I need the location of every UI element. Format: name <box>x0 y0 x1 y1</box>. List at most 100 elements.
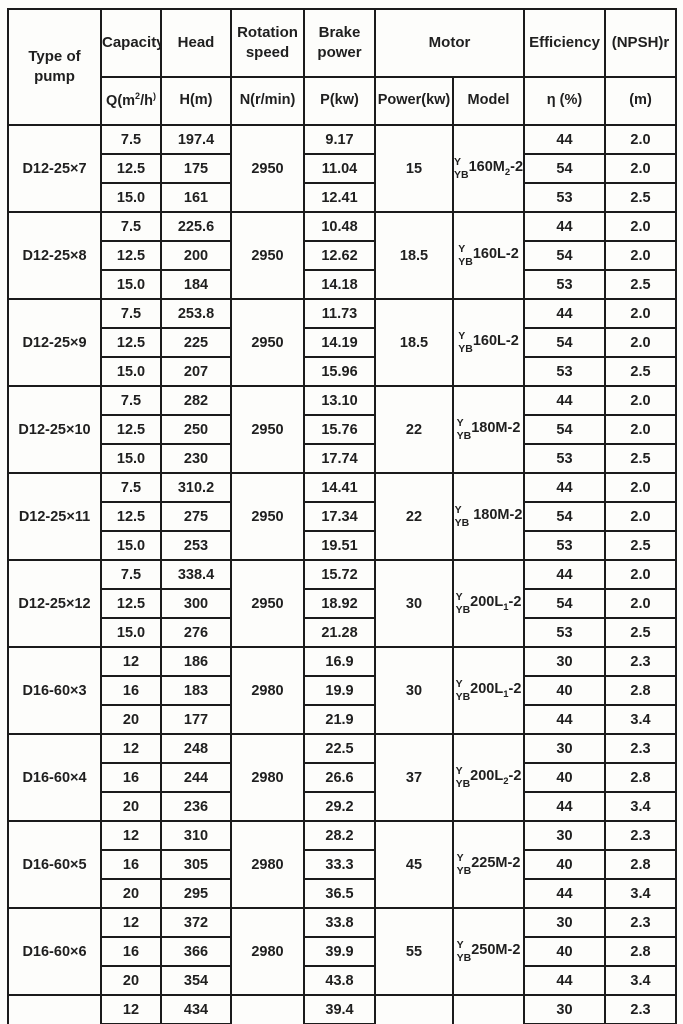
cell-efficiency: 44 <box>523 124 606 155</box>
model-subscript: 2 <box>504 166 511 178</box>
header-rotation-line2: speed <box>245 44 290 61</box>
cell-pump-type: D16-60×5 <box>7 820 102 909</box>
cell-head: 183 <box>160 675 232 706</box>
cell-brake-power: 21.28 <box>303 617 376 648</box>
cell-head: 161 <box>160 182 232 213</box>
table-row: 20 295 36.5 44 3.4 <box>8 878 677 909</box>
header-capacity-unit: Q(m2/h) <box>100 76 162 126</box>
cell-efficiency: 54 <box>523 327 606 358</box>
model-prefix-bottom: YB <box>456 951 472 964</box>
header-brake-line2: power <box>317 44 362 61</box>
cell-npshr: 2.0 <box>604 588 677 619</box>
model-prefix-top: Y <box>455 678 463 691</box>
cell-capacity: 7.5 <box>100 559 162 590</box>
model-tail: -2 <box>508 594 522 611</box>
cell-pump-type: D12-25×10 <box>7 385 102 474</box>
model-main: 180M <box>469 507 510 524</box>
cell-motor-power: 30 <box>374 559 454 648</box>
cell-rotation-speed: 2980 <box>230 994 305 1024</box>
cell-capacity: 15.0 <box>100 356 162 387</box>
model-prefix-top: Y <box>455 765 463 778</box>
cell-efficiency: 44 <box>523 385 606 416</box>
cell-efficiency: 40 <box>523 762 606 793</box>
model-prefix-bottom: YB <box>456 429 472 442</box>
model-tail: -2 <box>508 768 522 785</box>
cell-npshr: 2.0 <box>604 298 677 329</box>
cell-efficiency: 44 <box>523 704 606 735</box>
cell-capacity: 12.5 <box>100 153 162 184</box>
header-rotation-unit: N(r/min) <box>230 76 305 126</box>
cell-brake-power: 19.51 <box>303 530 376 561</box>
cell-brake-power: 14.18 <box>303 269 376 300</box>
model-text: 250M-2 <box>471 942 520 958</box>
header-motor-power: Power(kw) <box>374 76 454 126</box>
header-brake-line1: Brake <box>318 23 361 41</box>
table-row: 20 177 21.9 44 3.4 <box>8 704 677 735</box>
cell-brake-power: 18.92 <box>303 588 376 619</box>
model-prefix-bottom: YB <box>458 255 473 268</box>
cell-npshr: 2.0 <box>604 559 677 590</box>
capacity-unit-text: Q(m <box>106 93 136 110</box>
cell-motor-power: 15 <box>374 124 454 213</box>
table-row: 12.5 250 15.76 54 2.0 <box>8 414 677 445</box>
model-main: 160L <box>472 333 506 350</box>
cell-brake-power: 43.8 <box>303 965 376 996</box>
table-row: D16-60×4 12 248 2980 22.5 37 Y YB 200L2-2 30 2.3 <box>7 733 677 822</box>
header-efficiency: Efficiency <box>523 8 606 78</box>
cell-npshr: 2.3 <box>604 907 677 938</box>
cell-head: 354 <box>160 965 232 996</box>
cell-npshr: 2.3 <box>604 733 677 764</box>
cell-motor-model: Y YB 225M-2 <box>452 820 525 909</box>
model-subscript: 2 <box>503 775 509 787</box>
cell-motor-model: Y YB 180M-2 <box>452 472 525 561</box>
cell-npshr: 2.8 <box>604 849 677 880</box>
model-prefix-bottom: YB <box>454 516 470 529</box>
cell-pump-type: D12-25×7 <box>7 124 102 213</box>
cell-rotation-speed: 2950 <box>230 472 305 561</box>
cell-efficiency: 44 <box>523 211 606 242</box>
table-row: 12.5 200 12.62 54 2.0 <box>8 240 677 271</box>
model-prefix-stack: Y YB <box>457 939 472 963</box>
cell-brake-power: 11.04 <box>303 153 376 184</box>
cell-capacity: 16 <box>100 762 162 793</box>
cell-capacity: 15.0 <box>100 182 162 213</box>
table-row: 16 183 19.9 40 2.8 <box>8 675 677 706</box>
cell-brake-power: 10.48 <box>303 211 376 242</box>
cell-capacity: 7.5 <box>100 298 162 329</box>
cell-brake-power: 15.76 <box>303 414 376 445</box>
model-main: 250M <box>471 942 508 959</box>
cell-head: 244 <box>160 762 232 793</box>
table-row: D12-25×11 7.5 310.2 2950 14.41 22 Y YB 180M-2 44… <box>7 472 677 561</box>
cell-capacity: 16 <box>100 675 162 706</box>
cell-capacity: 7.5 <box>100 472 162 503</box>
table-row: 12.5 225 14.19 54 2.0 <box>8 327 677 358</box>
cell-pump-type: D12-25×9 <box>7 298 102 387</box>
cell-npshr: 2.0 <box>604 472 677 503</box>
cell-capacity: 20 <box>100 965 162 996</box>
cell-motor-model: YYB280S-2 <box>452 994 525 1024</box>
cell-capacity: 20 <box>100 704 162 735</box>
cell-motor-model: Y YB 200L2-2 <box>452 733 525 822</box>
cell-head: 197.4 <box>160 124 232 155</box>
cell-npshr: 2.5 <box>604 443 677 474</box>
model-main: 225M <box>471 855 508 872</box>
model-prefix-top: Y <box>456 939 464 952</box>
cell-motor-model: Y YB 180M-2 <box>452 385 525 474</box>
cell-motor-model: Y YB 200L1-2 <box>452 646 525 735</box>
cell-brake-power: 26.6 <box>303 762 376 793</box>
cell-brake-power: 19.9 <box>303 675 376 706</box>
model-prefix-bottom: YB <box>455 603 471 616</box>
cell-efficiency: 53 <box>523 182 606 213</box>
model-text: 225M-2 <box>471 855 520 871</box>
cell-motor-power: 37 <box>374 733 454 822</box>
model-main: 160L <box>472 246 506 263</box>
cell-head: 225 <box>160 327 232 358</box>
model-prefix-stack: Y YB <box>458 243 473 267</box>
cell-efficiency: 54 <box>523 153 606 184</box>
cell-npshr: 2.8 <box>604 936 677 967</box>
cell-rotation-speed: 2950 <box>230 124 305 213</box>
model-prefix-bottom: YB <box>455 690 471 703</box>
cell-capacity: 15.0 <box>100 269 162 300</box>
cell-efficiency: 53 <box>523 269 606 300</box>
cell-capacity: 7.5 <box>100 211 162 242</box>
